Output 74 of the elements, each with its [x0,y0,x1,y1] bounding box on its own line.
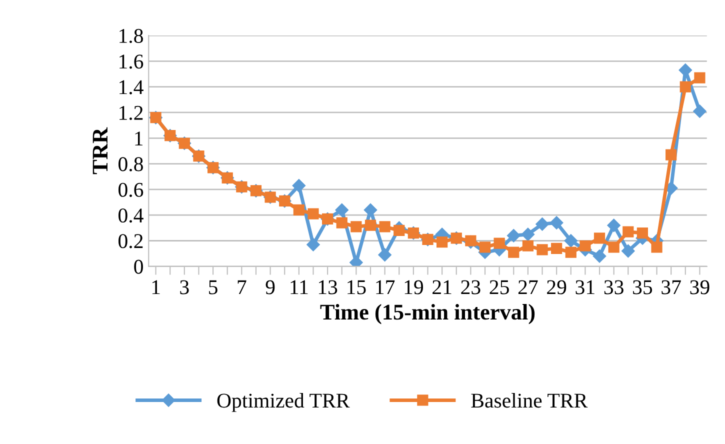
point [536,244,548,256]
y-tick-label: 1 [135,132,143,146]
x-tick-label: 31 [576,280,594,294]
x-tick-label: 23 [461,280,480,294]
point [622,244,635,258]
point [494,238,505,249]
point [592,250,606,263]
x-tick-label: 29 [547,280,566,294]
x-tick-label: 9 [266,280,275,294]
legend-label: Optimized TRR [217,393,350,412]
point [336,217,348,228]
y-tick-label: 0.6 [118,182,144,197]
point [694,72,706,84]
y-tick-label: 1.4 [120,80,144,94]
x-tick-label: 21 [432,280,452,294]
point [522,240,534,252]
point [580,240,591,252]
legend-label: Baseline TRR [471,393,588,408]
point [508,246,520,258]
point [436,236,448,248]
point [594,232,606,244]
x-tick-label: 25 [490,280,509,294]
point [394,224,405,236]
point [551,242,562,254]
point [364,220,376,231]
y-tick-label: 0 [134,260,143,274]
y-tick-label: 0.4 [118,208,144,223]
x-tick-label: 19 [404,280,423,294]
point [636,227,648,239]
x-tick-label: 13 [318,280,338,294]
x-tick-label: 1 [152,280,160,294]
x-tick-label: 3 [180,280,189,294]
point [292,179,306,192]
point [536,217,549,231]
point [479,242,491,253]
point [564,234,578,248]
point [680,81,691,92]
point [550,216,564,230]
point [378,248,392,262]
y-tick-label: 1.8 [120,28,143,44]
x-tick-label: 17 [376,280,395,294]
point [565,246,576,258]
point [350,221,362,232]
point [521,228,535,241]
x-tick-label: 5 [209,280,218,294]
point [335,203,348,217]
x-tick-label: 7 [238,280,246,294]
point [608,242,620,253]
point [678,64,692,77]
point [308,208,319,220]
y-axis-title: TRR [92,127,108,174]
x-tick-label: 27 [518,280,538,294]
point [693,104,706,118]
point [306,238,320,252]
y-tick-label: 1.6 [120,54,144,69]
point [666,149,677,160]
point [293,204,304,216]
x-tick-label: 35 [633,280,652,294]
point [364,203,378,217]
x-tick-label: 33 [604,280,624,294]
point [607,218,620,232]
point [507,229,520,242]
point [465,235,476,246]
point [651,242,662,253]
y-tick-label: 0.8 [118,157,143,172]
point [379,221,390,232]
x-tick-label: 11 [290,280,308,294]
y-tick-label: 1.2 [120,106,143,120]
point [622,226,634,238]
x-tick-label: 15 [348,280,366,294]
x-axis-title: Time (15-min interval) [320,304,535,324]
x-tick-label: 39 [690,280,710,294]
x-tick-label: 37 [662,280,681,294]
y-tick-label: 0.2 [118,234,143,248]
